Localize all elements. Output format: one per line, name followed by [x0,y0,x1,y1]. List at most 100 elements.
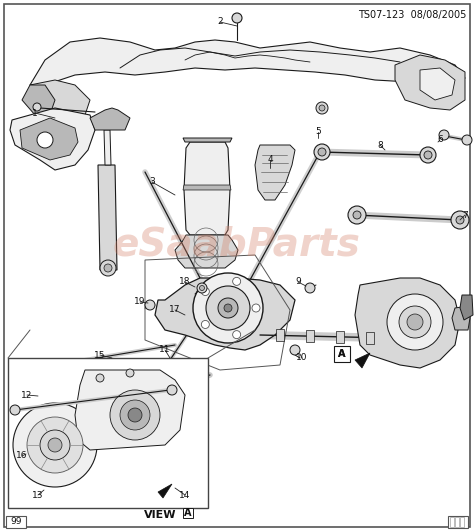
Circle shape [201,288,210,296]
Circle shape [218,298,238,318]
Circle shape [407,314,423,330]
Circle shape [126,369,134,377]
Polygon shape [20,118,78,160]
Circle shape [439,130,449,140]
Text: 17: 17 [169,305,181,314]
Polygon shape [90,108,130,130]
Circle shape [290,345,300,355]
Text: 3: 3 [149,177,155,186]
Bar [6,516,26,528]
Polygon shape [155,278,295,350]
Polygon shape [175,235,238,268]
Circle shape [40,430,70,460]
Polygon shape [158,484,172,498]
Circle shape [420,147,436,163]
Text: TS07-123  08/08/2005: TS07-123 08/08/2005 [357,10,466,20]
Text: 7: 7 [462,210,468,219]
Polygon shape [10,108,95,170]
Text: 19: 19 [134,297,146,306]
Circle shape [318,148,326,156]
Text: 12: 12 [21,390,33,399]
Circle shape [128,408,142,422]
Bar [455,517,459,527]
Polygon shape [183,138,232,142]
Polygon shape [255,145,295,200]
Circle shape [305,283,315,293]
Circle shape [13,403,97,487]
Bar [306,330,314,342]
Circle shape [206,286,250,330]
Polygon shape [30,38,465,85]
Circle shape [399,306,431,338]
Bar [366,331,374,344]
Text: 16: 16 [16,451,28,460]
Bar [336,331,344,343]
Bar [448,516,468,528]
Circle shape [43,393,53,403]
Polygon shape [355,278,460,368]
Circle shape [232,13,242,23]
Polygon shape [183,185,231,190]
Polygon shape [460,295,473,320]
Text: 2: 2 [217,18,223,27]
Circle shape [424,151,432,159]
Circle shape [233,331,241,339]
Circle shape [451,211,469,229]
Circle shape [387,294,443,350]
Circle shape [197,283,207,293]
Circle shape [456,216,464,224]
Circle shape [319,105,325,111]
Polygon shape [420,68,455,100]
Polygon shape [98,165,117,270]
Circle shape [27,417,83,473]
Polygon shape [22,85,55,120]
Circle shape [104,264,112,272]
Text: VIEW: VIEW [144,510,176,520]
Circle shape [224,304,232,312]
Text: 18: 18 [179,278,191,287]
Text: A: A [184,508,192,518]
Bar [334,346,350,362]
Circle shape [348,206,366,224]
Circle shape [462,135,472,145]
Text: 6: 6 [437,135,443,144]
Text: A: A [338,349,346,359]
Circle shape [233,277,241,285]
Circle shape [316,102,328,114]
Text: 13: 13 [32,491,44,500]
Text: 4: 4 [267,156,273,165]
Circle shape [193,273,263,343]
Text: A: A [338,349,346,359]
Polygon shape [452,306,470,330]
Polygon shape [30,80,90,120]
Circle shape [110,390,160,440]
Bar [183,508,193,518]
Bar [450,517,454,527]
Polygon shape [395,55,465,110]
Polygon shape [75,370,185,450]
Circle shape [120,400,150,430]
Circle shape [17,417,23,423]
Text: 10: 10 [296,354,308,363]
Circle shape [201,320,210,329]
Circle shape [100,260,116,276]
Text: 15: 15 [94,350,106,359]
Circle shape [200,286,204,290]
Polygon shape [104,130,111,165]
Polygon shape [355,353,370,368]
Circle shape [314,144,330,160]
Circle shape [10,405,20,415]
Circle shape [353,211,361,219]
Circle shape [167,385,177,395]
Text: 99: 99 [10,518,22,527]
Polygon shape [184,142,230,235]
Circle shape [96,374,104,382]
Circle shape [18,446,30,458]
Text: 14: 14 [179,491,191,500]
Circle shape [145,300,155,310]
Bar [8,358,208,508]
Text: eSaabParts: eSaabParts [113,225,361,263]
Circle shape [252,304,260,312]
Text: 5: 5 [315,127,321,136]
Circle shape [13,413,27,427]
